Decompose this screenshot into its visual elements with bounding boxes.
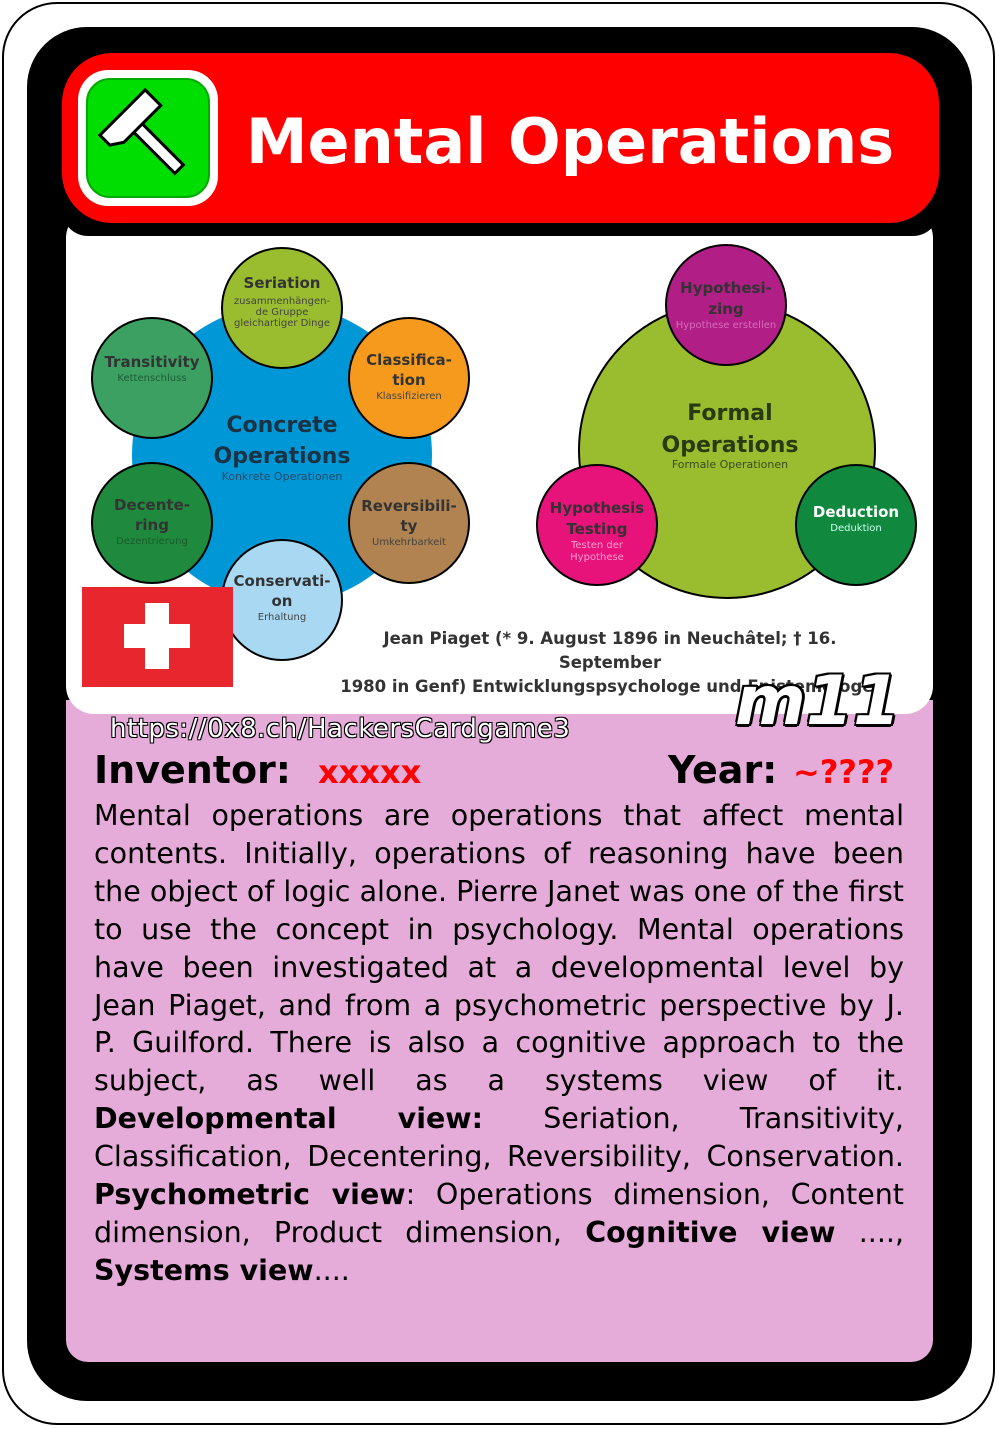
year-label: Year:: [668, 748, 778, 792]
seriation-label: Seriation: [244, 274, 321, 292]
hypothesis-testing-label-1: Hypothesis: [550, 499, 644, 517]
developmental-view-text: Seriation, Transitivity, Classification,…: [94, 1102, 904, 1174]
transitivity-label: Transitivity: [104, 353, 199, 371]
seriation-sub-3: gleichartiger Dinge: [234, 318, 330, 329]
decentering-label-2: ring: [135, 516, 169, 534]
category-badge: [78, 70, 218, 206]
year-value: ~????: [793, 753, 895, 791]
reversibility-sub: Umkehrbarkeit: [372, 537, 446, 548]
description-intro: Mental operations are operations that af…: [94, 799, 904, 1098]
formal-subtitle: Formale Operationen: [672, 458, 788, 471]
seriation-sub-2: de Gruppe: [256, 307, 309, 318]
hammer-icon: [86, 78, 210, 198]
hypothesis-testing-sub-1: Testen der: [570, 540, 624, 551]
reversibility-label-2: ty: [401, 517, 418, 535]
hypothesizing-sub: Hypothese erstellen: [676, 320, 776, 331]
inventor-value: xxxxx: [318, 753, 422, 791]
systems-view-text: ....: [313, 1253, 350, 1287]
concrete-subtitle: Konkrete Operationen: [222, 470, 343, 483]
description-panel: [66, 700, 933, 1362]
node-transitivity: [91, 317, 213, 439]
transitivity-sub: Kettenschluss: [117, 373, 186, 384]
conservation-label-1: Conservati-: [234, 572, 331, 590]
node-seriation: [221, 247, 343, 369]
decentering-sub: Dezentrierung: [116, 536, 188, 547]
caption-line-2: 1980 in Genf) Entwicklungspsychologe und…: [340, 677, 880, 696]
caption-line-1: Jean Piaget (* 9. August 1896 in Neuchât…: [383, 629, 837, 672]
deduction-label: Deduction: [813, 503, 899, 521]
classification-sub: Klassifizieren: [376, 391, 442, 402]
concrete-title-2: Operations: [214, 444, 351, 469]
formal-title-1: Formal: [687, 401, 772, 426]
inventor-label: Inventor:: [94, 748, 291, 792]
node-hypothesizing: [665, 244, 787, 366]
card-title: Mental Operations: [245, 105, 895, 178]
cognitive-view-label: Cognitive view: [585, 1215, 836, 1249]
reversibility-label-1: Reversibili-: [361, 497, 457, 515]
concrete-title-1: Concrete: [226, 413, 337, 438]
classification-label-2: tion: [392, 371, 425, 389]
cognitive-view-text: ....,: [835, 1215, 905, 1249]
formal-title-2: Operations: [662, 433, 799, 458]
operations-diagram: Concrete Operations Konkrete Operationen…: [91, 244, 917, 661]
node-reversibility: [348, 462, 470, 584]
piaget-caption: Jean Piaget (* 9. August 1896 in Neuchât…: [330, 627, 890, 699]
hypothesizing-label-1: Hypothesi-: [680, 279, 772, 297]
psychometric-view-text: : Operations dimension, Content dimensio…: [94, 1178, 904, 1249]
node-classification: [348, 317, 470, 439]
classification-label-1: Classifica-: [366, 351, 452, 369]
psychometric-view-label: Psychometric view: [94, 1178, 406, 1212]
node-hypothesis-testing: [536, 464, 658, 586]
card-description: Mental operations are operations that af…: [94, 797, 904, 1290]
decentering-label-1: Decente-: [114, 496, 190, 514]
systems-view-label: Systems view: [94, 1253, 314, 1287]
developmental-view-label: Developmental view:: [94, 1102, 484, 1136]
hypothesis-testing-label-2: Testing: [566, 520, 627, 538]
hypothesizing-label-2: zing: [708, 300, 743, 318]
card-code: m11: [735, 662, 901, 741]
node-decentering: [91, 462, 213, 584]
seriation-sub-1: zusammenhängen-: [234, 296, 331, 307]
source-url[interactable]: https://0x8.ch/HackersCardgame3: [110, 714, 571, 744]
conservation-sub: Erhaltung: [258, 612, 306, 623]
node-deduction: [795, 464, 917, 586]
swiss-flag-icon: [82, 587, 233, 687]
deduction-sub: Deduktion: [830, 523, 881, 534]
hypothesis-testing-sub-2: Hypothese: [570, 552, 624, 563]
conservation-label-2: on: [272, 592, 293, 610]
